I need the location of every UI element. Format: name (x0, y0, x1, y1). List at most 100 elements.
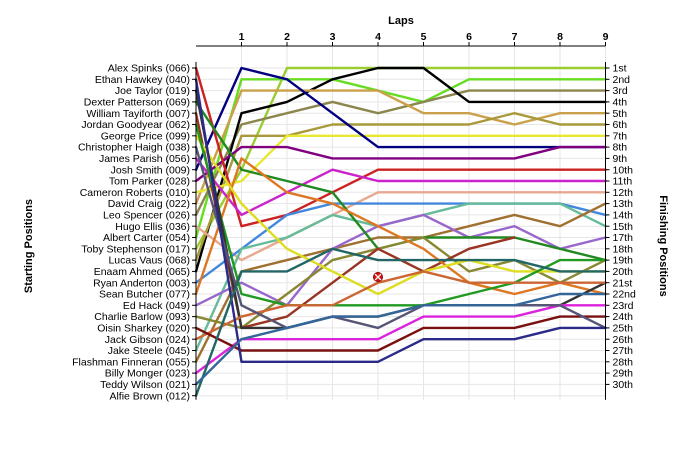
driver-label: Charlie Barlow (093) (94, 311, 190, 323)
series-line (194, 111, 607, 262)
series-line (194, 78, 607, 363)
driver-label: Jake Steele (045) (108, 345, 190, 357)
driver-label: Hugo Ellis (036) (115, 221, 190, 233)
series-line (194, 292, 607, 386)
lap-tick-label: 9 (603, 31, 609, 43)
finish-label: 14th (613, 210, 634, 222)
driver-label: James Parish (056) (99, 153, 190, 165)
driver-label: Teddy Wilson (021) (100, 379, 190, 391)
lap-tick-label: 2 (284, 31, 290, 43)
series-line (194, 157, 607, 296)
finish-label: 15th (613, 221, 634, 233)
series-line (194, 191, 607, 262)
lap-tick-label: 7 (512, 31, 518, 43)
driver-label: Ed Hack (049) (123, 300, 190, 312)
lap-tick-label: 3 (330, 31, 336, 43)
finish-label: 3rd (613, 85, 628, 97)
axes (192, 42, 610, 400)
markers (373, 272, 383, 283)
driver-label: Toby Stephenson (017) (81, 243, 190, 255)
lap-tick-label: 5 (421, 31, 427, 43)
series-line (194, 134, 607, 194)
driver-label: Enaam Ahmed (065) (94, 266, 190, 278)
driver-label: Cameron Roberts (010) (80, 187, 190, 199)
driver-label: Sean Butcher (077) (99, 289, 190, 301)
series-line (194, 66, 607, 171)
series-line (194, 145, 607, 330)
driver-label: Ryan Anderton (003) (93, 277, 190, 289)
driver-label: Christopher Haigh (038) (78, 142, 190, 154)
driver-label: Leo Spencer (026) (103, 210, 190, 222)
finish-label: 5th (613, 108, 628, 120)
driver-label: Flashman Finneran (055) (72, 356, 190, 368)
lap-tick-label: 1 (239, 31, 245, 43)
driver-label: Alex Spinks (066) (108, 63, 190, 75)
driver-label: Lucas Vaus (068) (108, 255, 190, 267)
x-axis-title: Laps (388, 15, 414, 27)
finish-label: 28th (613, 356, 634, 368)
series-line (194, 66, 607, 228)
driver-label: William Tayiforth (007) (86, 108, 190, 120)
driver-label: Albert Carter (054) (103, 232, 190, 244)
finish-label: 26th (613, 334, 634, 346)
series-line (194, 213, 607, 307)
finish-label: 27th (613, 345, 634, 357)
series-line (194, 66, 607, 273)
series-line (194, 89, 607, 330)
finish-label: 18th (613, 243, 634, 255)
finish-label: 10th (613, 164, 634, 176)
lap-tick-label: 6 (466, 31, 472, 43)
lap-tick-label: 8 (557, 31, 563, 43)
series-line (194, 315, 607, 352)
finish-label: 17th (613, 232, 634, 244)
finish-label: 8th (613, 142, 628, 154)
finish-label: 12th (613, 187, 634, 199)
finish-label: 22nd (613, 289, 637, 301)
driver-label: Jack Gibson (024) (105, 334, 190, 346)
lap-tick-label: 4 (375, 31, 381, 43)
left-axis-title: Starting Positions (23, 199, 35, 293)
finish-label: 25th (613, 323, 634, 335)
finish-label: 2nd (613, 74, 631, 86)
right-axis-title: Finishing Positions (657, 195, 669, 296)
finish-label: 11th (613, 176, 633, 188)
finish-label: 6th (613, 119, 628, 131)
finish-label: 29th (613, 368, 634, 380)
finish-label: 23rd (613, 300, 634, 312)
labels: 1 2 3 4 5 6 7 8 9 Alex Spinks (066)Ethan Hawkey (… (72, 31, 636, 402)
retired-marker-cross (374, 273, 382, 281)
finish-label: 4th (613, 97, 628, 109)
finish-label: 20th (613, 266, 634, 278)
driver-label: Joe Taylor (019) (115, 85, 190, 97)
series-line (194, 89, 607, 217)
series-line (194, 304, 607, 375)
driver-label: Dexter Patterson (069) (84, 97, 190, 109)
finish-label: 13th (613, 198, 634, 210)
finish-label: 7th (613, 130, 628, 142)
driver-label: Alfie Brown (012) (109, 390, 190, 402)
finish-label: 30th (613, 379, 634, 391)
driver-label: George Price (099) (101, 130, 190, 142)
series-line (194, 111, 516, 330)
driver-label: Jordan Goodyear (062) (81, 119, 190, 131)
driver-label: Billy Monger (023) (105, 368, 190, 380)
series-line (194, 157, 607, 217)
series-line (194, 270, 607, 341)
finish-label: 1st (613, 63, 627, 75)
finish-label: 24th (613, 311, 634, 323)
series-line (194, 247, 607, 397)
finish-label: 9th (613, 153, 628, 165)
finish-label: 21st (613, 277, 633, 289)
finish-label: 19th (613, 255, 634, 267)
series-line (194, 123, 607, 307)
series-lines (194, 66, 607, 397)
driver-label: Tom Parker (028) (109, 176, 190, 188)
series-line (194, 78, 607, 239)
driver-label: Ethan Hawkey (040) (95, 74, 190, 86)
driver-label: Josh Smith (009) (111, 164, 190, 176)
driver-label: David Craig (022) (108, 198, 190, 210)
series-line (194, 145, 607, 183)
driver-label: Oisin Sharkey (020) (97, 323, 190, 335)
